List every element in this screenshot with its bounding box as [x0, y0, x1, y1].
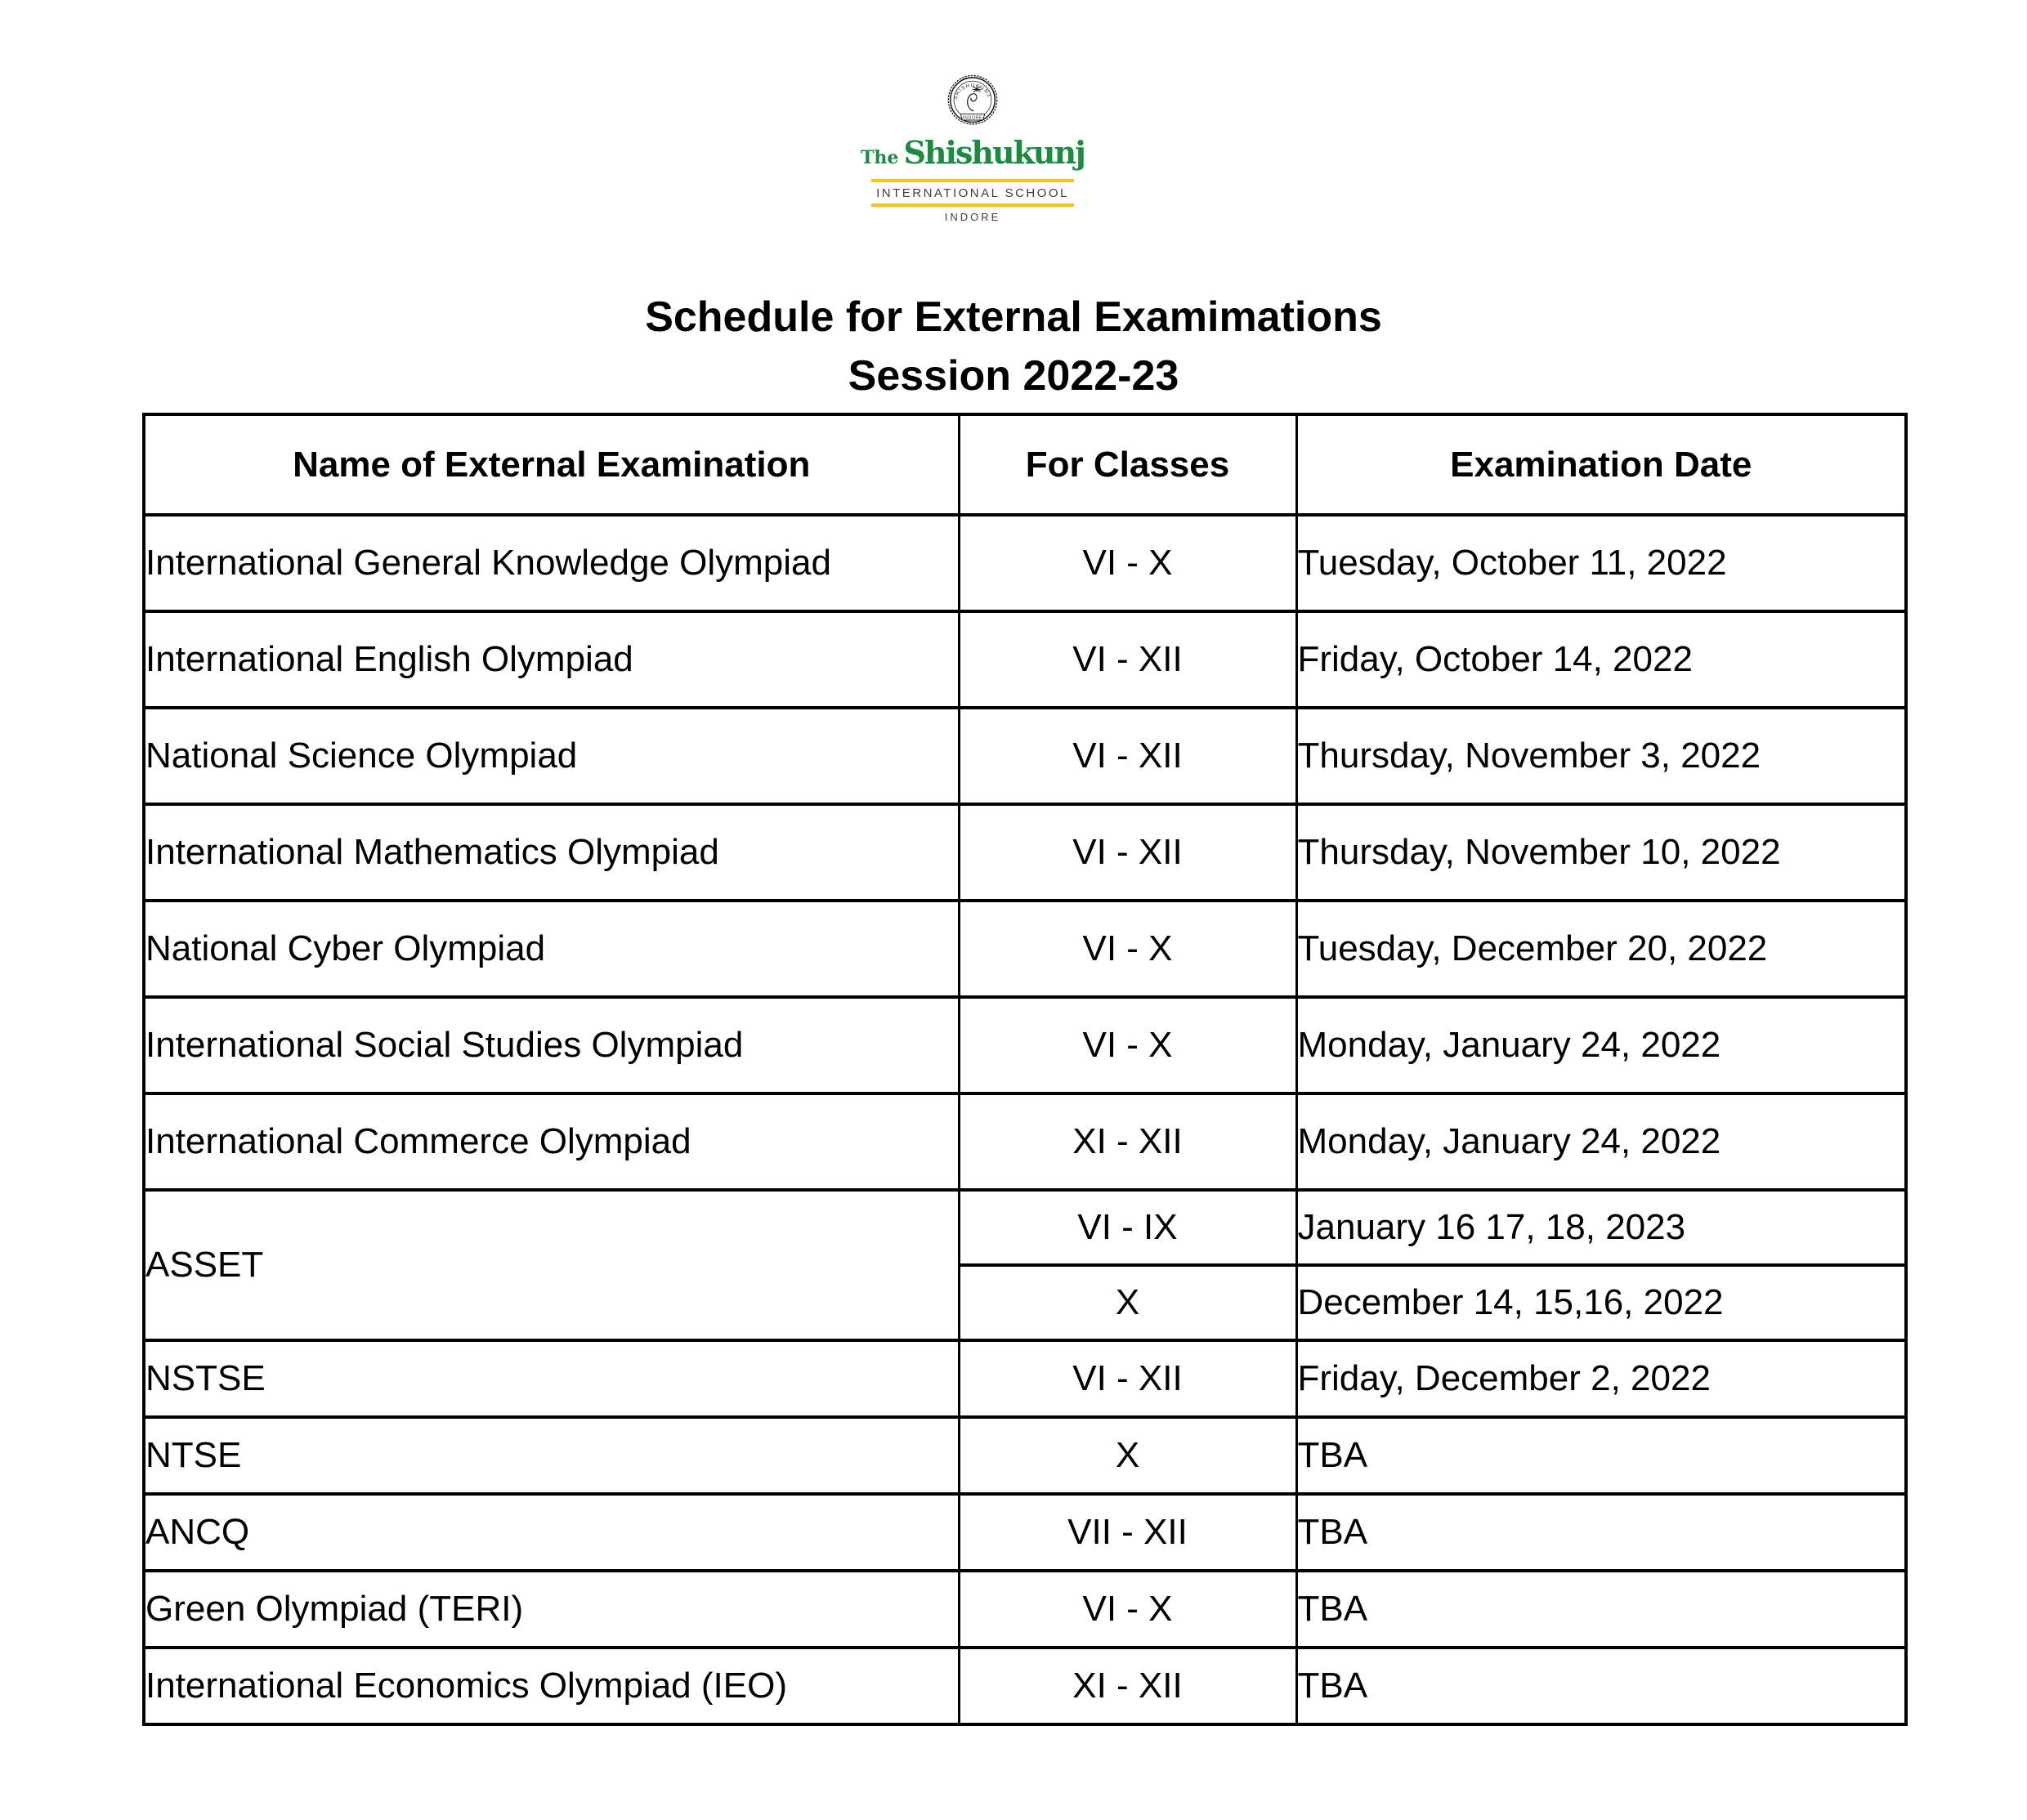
exam-name-cell: International General Knowledge Olympiad [142, 513, 960, 613]
classes-cell: VI - XII [957, 706, 1298, 806]
classes-cell: X [957, 1415, 1298, 1496]
table-row: ASSET VI - IX January 16 17, 18, 2023 [142, 1188, 1908, 1342]
page-title-block: Schedule for External Examimations Sessi… [0, 288, 2027, 405]
school-city-line: INDORE [944, 211, 1001, 223]
table-row: X December 14, 15,16, 2022 [144, 1263, 1908, 1342]
table-row: NSTSE VI - XII Friday, December 2, 2022 [142, 1339, 1908, 1419]
classes-cell: VII - XII [957, 1492, 1298, 1572]
table-row: ANCQ VII - XII TBA [142, 1492, 1908, 1572]
exam-name-cell: Green Olympiad (TERI) [142, 1569, 960, 1649]
exam-date-cell: TBA [1295, 1492, 1908, 1572]
table-body: International General Knowledge Olympiad… [142, 513, 1908, 1726]
brand-name: Shishukunj [903, 134, 1085, 171]
exam-date-cell: TBA [1295, 1646, 1908, 1726]
table-row: Green Olympiad (TERI) VI - X TBA [142, 1569, 1908, 1649]
classes-cell: VI - XII [957, 803, 1298, 902]
exam-name-cell: National Cyber Olympiad [142, 899, 960, 999]
brand-wordmark: The Shishukunj [861, 134, 1086, 177]
exam-date-cell: Friday, December 2, 2022 [1295, 1339, 1908, 1419]
exam-name-cell: National Science Olympiad [142, 706, 960, 806]
exam-name-cell: International Mathematics Olympiad [142, 803, 960, 902]
exam-name-cell: International English Olympiad [142, 610, 960, 709]
exam-name-cell: International Social Studies Olympiad [142, 995, 960, 1095]
table-row: International English Olympiad VI - XII … [142, 610, 1908, 709]
classes-cell: VI - XII [957, 610, 1298, 709]
classes-cell: XI - XII [957, 1092, 1298, 1192]
exam-date-cell: January 16 17, 18, 2023 [1295, 1188, 1908, 1267]
table-row: International Commerce Olympiad XI - XII… [142, 1092, 1908, 1192]
gold-divider-top [871, 179, 1074, 182]
exam-name-cell: NTSE [142, 1415, 960, 1496]
exam-date-cell: Thursday, November 10, 2022 [1295, 803, 1908, 902]
exam-date-cell: TBA [1295, 1415, 1908, 1496]
column-header-exam-name: Name of External Examination [142, 413, 960, 516]
gold-divider-bottom [871, 203, 1074, 207]
emblem-swan-motif [967, 93, 978, 112]
table-row: International General Knowledge Olympiad… [142, 513, 1908, 613]
table-row: National Science Olympiad VI - XII Thurs… [142, 706, 1908, 806]
column-header-exam-date: Examination Date [1295, 413, 1908, 516]
classes-cell: VI - X [957, 513, 1298, 613]
exam-name-cell: ANCQ [142, 1492, 960, 1572]
school-logo: SHISHUKUNJ INDORE The Shishukunj INTERNA… [861, 74, 1086, 224]
classes-cell: VI - X [957, 899, 1298, 999]
school-name-line: INTERNATIONAL SCHOOL [876, 186, 1069, 200]
header-row: Name of External Examination For Classes… [142, 413, 1908, 516]
exam-date-cell: Monday, January 24, 2022 [1295, 995, 1908, 1095]
emblem-arc-text: SHISHUKUNJ [953, 83, 991, 101]
svg-text:SHISHUKUNJ: SHISHUKUNJ [953, 83, 992, 101]
emblem-flower-motif [972, 86, 982, 93]
page-subtitle: Session 2022-23 [848, 352, 1179, 400]
classes-cell: VI - X [957, 995, 1298, 1095]
exam-name-cell: International Economics Olympiad (IEO) [142, 1646, 960, 1726]
table-row: NTSE X TBA [142, 1415, 1908, 1496]
exam-date-cell: TBA [1295, 1569, 1908, 1649]
classes-cell: VI - IX [957, 1188, 1298, 1267]
emblem-banner-ribbon [960, 114, 986, 121]
table-row: International Economics Olympiad (IEO) X… [142, 1646, 1908, 1726]
classes-cell: XI - XII [957, 1646, 1298, 1726]
exam-date-cell: Thursday, November 3, 2022 [1295, 706, 1908, 806]
exam-date-cell: Tuesday, October 11, 2022 [1295, 513, 1908, 613]
page-title: Schedule for External Examimations [645, 293, 1382, 341]
classes-cell: VI - XII [957, 1339, 1298, 1419]
table-row: International Mathematics Olympiad VI - … [142, 803, 1908, 902]
exam-schedule-table: Name of External Examination For Classes… [142, 413, 1908, 1726]
classes-cell: X [957, 1263, 1298, 1342]
exam-date-cell: Friday, October 14, 2022 [1295, 610, 1908, 709]
exam-date-cell: Tuesday, December 20, 2022 [1295, 899, 1908, 999]
exam-name-cell: International Commerce Olympiad [142, 1092, 960, 1192]
emblem-banner-text: INDORE [963, 115, 982, 120]
table-row: International Social Studies Olympiad VI… [142, 995, 1908, 1095]
exam-date-cell: Monday, January 24, 2022 [1295, 1092, 1908, 1192]
brand-prefix: The [861, 147, 899, 168]
exam-name-cell: NSTSE [142, 1339, 960, 1419]
school-emblem-icon: SHISHUKUNJ INDORE [947, 74, 998, 125]
column-header-for-classes: For Classes [957, 413, 1298, 516]
exam-date-cell: December 14, 15,16, 2022 [1295, 1263, 1908, 1342]
table-row: National Cyber Olympiad VI - X Tuesday, … [142, 899, 1908, 999]
classes-cell: VI - X [957, 1569, 1298, 1649]
exam-name-cell: ASSET [142, 1188, 960, 1342]
table-header: Name of External Examination For Classes… [142, 413, 1908, 516]
